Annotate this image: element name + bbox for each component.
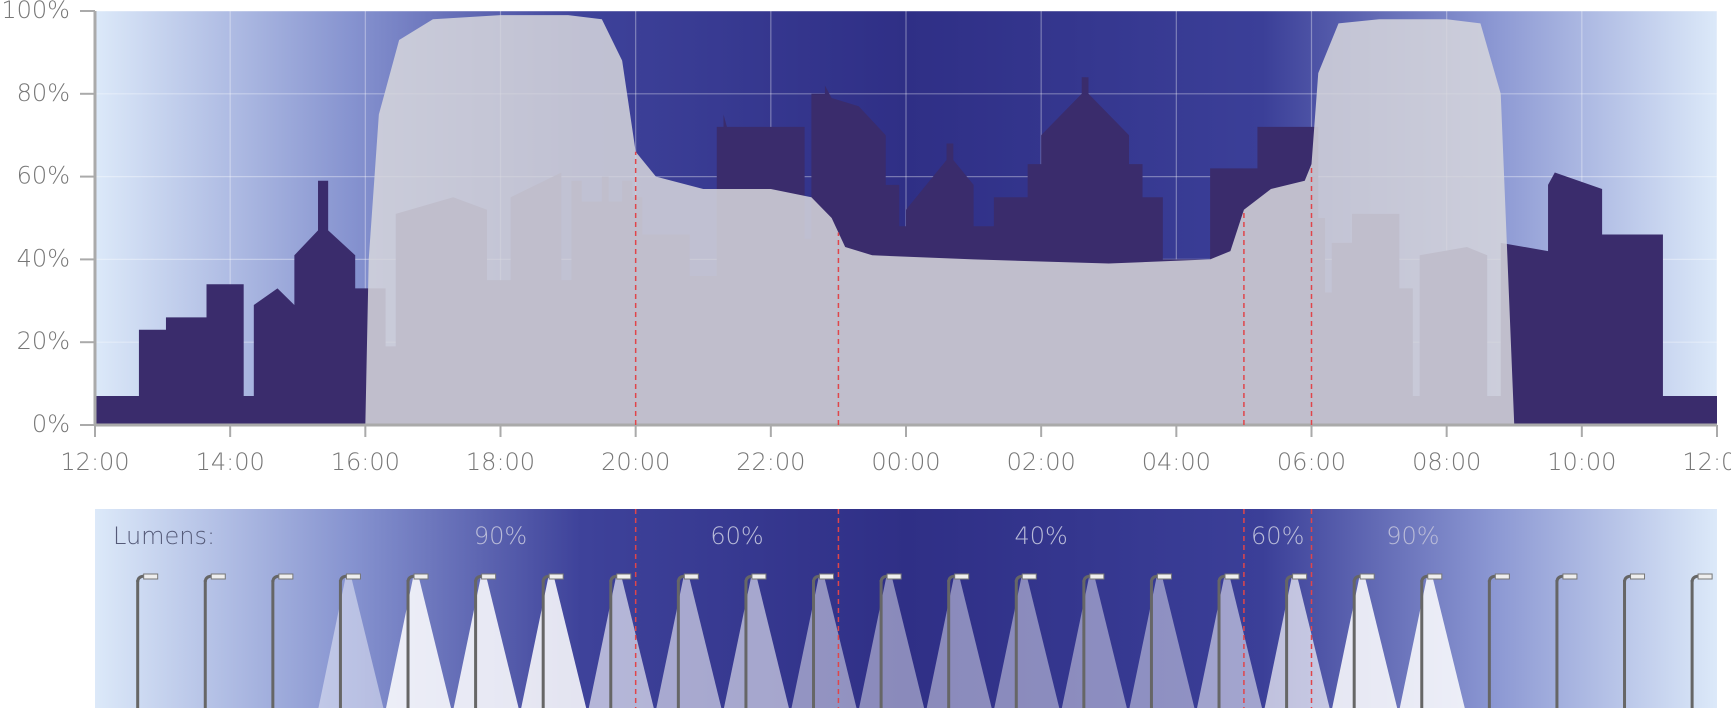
lamp-head (1292, 573, 1308, 580)
lamp-head (210, 573, 226, 580)
x-tick-label: 12:00 (1682, 448, 1731, 476)
light-beam (1399, 578, 1465, 708)
x-tick-label: 04:00 (1142, 448, 1211, 476)
x-tick-label: 08:00 (1412, 448, 1481, 476)
y-tick-label: 60% (17, 162, 70, 190)
x-tick-label: 02:00 (1007, 448, 1076, 476)
lamp-head (1427, 573, 1443, 580)
light-beam (1264, 578, 1330, 708)
light-beam (318, 578, 384, 708)
dimming-level-label: 40% (1014, 522, 1067, 550)
lamp-head (1359, 573, 1375, 580)
lamp-head (751, 573, 767, 580)
lamp-head (683, 573, 699, 580)
lamp-head (886, 573, 902, 580)
light-beam (1061, 578, 1127, 708)
lamp-head (954, 573, 970, 580)
light-beam (656, 578, 722, 708)
x-tick-label: 18:00 (466, 448, 535, 476)
x-tick-label: 06:00 (1277, 448, 1346, 476)
lamp-head (1089, 573, 1105, 580)
light-beam (994, 578, 1060, 708)
light-beam (588, 578, 654, 708)
x-tick-label: 20:00 (601, 448, 670, 476)
light-beam (453, 578, 519, 708)
lamp-head (616, 573, 632, 580)
lamp-head (1562, 573, 1578, 580)
lumens-label: Lumens: (113, 522, 215, 550)
lamp-head (548, 573, 564, 580)
light-beam (859, 578, 925, 708)
lamp-head (345, 573, 361, 580)
dimming-level-label: 90% (1386, 522, 1439, 550)
lamp-head (143, 573, 159, 580)
dimming-level-label: 60% (710, 522, 763, 550)
x-tick-label: 14:00 (196, 448, 265, 476)
lamp-head (1630, 573, 1646, 580)
light-beam (791, 578, 857, 708)
light-beam (521, 578, 587, 708)
y-tick-label: 80% (17, 79, 70, 107)
lamp-head (413, 573, 429, 580)
lamp-head (1224, 573, 1240, 580)
light-beam (1332, 578, 1398, 708)
lamp-head (1494, 573, 1510, 580)
light-beam (926, 578, 992, 708)
lamp-head (1156, 573, 1172, 580)
x-tick-label: 10:00 (1547, 448, 1616, 476)
lamp-head (819, 573, 835, 580)
y-tick-label: 100% (1, 0, 70, 24)
dimming-level-label: 90% (474, 522, 527, 550)
y-tick-label: 40% (17, 244, 70, 272)
light-beam (1129, 578, 1195, 708)
x-tick-label: 22:00 (736, 448, 805, 476)
y-tick-label: 0% (32, 410, 70, 438)
x-tick-label: 12:00 (60, 448, 129, 476)
x-tick-label: 16:00 (331, 448, 400, 476)
lamp-head (1697, 573, 1713, 580)
lamp-head (278, 573, 294, 580)
lamp-head (481, 573, 497, 580)
light-beam (723, 578, 789, 708)
lamp-head (1021, 573, 1037, 580)
light-beam (386, 578, 452, 708)
x-tick-label: 00:00 (871, 448, 940, 476)
y-tick-label: 20% (17, 327, 70, 355)
dimming-level-label: 60% (1251, 522, 1304, 550)
light-beam (1197, 578, 1263, 708)
